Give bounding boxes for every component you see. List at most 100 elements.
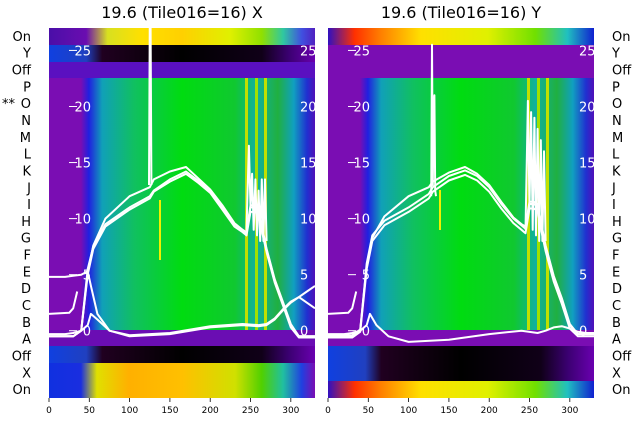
row-label: D (21, 282, 31, 297)
heatmap-y-row-off-top (328, 62, 594, 78)
row-label: C (22, 299, 31, 314)
x-ticks-y: 0 50 100 150 200 250 300 (325, 398, 579, 416)
overlay-y-tick-label: 25 (353, 44, 370, 59)
overlay-y-tick-label: 10 (353, 213, 370, 228)
overlay-series-line (328, 291, 358, 315)
overlay-y-tick-label-right: 20 (579, 100, 596, 115)
x-tick-label: 50 (363, 406, 375, 416)
x-tick-label: 100 (121, 406, 138, 416)
overlay-series-line (49, 172, 315, 339)
row-label: B (22, 316, 31, 331)
x-tick-label: 100 (400, 406, 417, 416)
heatmap-x-row-a (49, 330, 315, 346)
overlay-y-tick-label-right: 0 (579, 325, 587, 340)
row-label: On (13, 30, 31, 45)
row-label: Y (22, 47, 31, 62)
overlay-lines-x (49, 28, 315, 339)
row-label: A (612, 333, 621, 348)
x-tick-label: 150 (161, 406, 178, 416)
row-label: N (21, 114, 31, 129)
row-label: F (612, 249, 619, 264)
heatmap-y (328, 28, 594, 398)
heatmap-x (49, 28, 315, 398)
overlay-y-tick-label: 0 (362, 325, 370, 340)
heatmap-x-row-y (49, 45, 315, 62)
overlay-y-tick-label: 15 (74, 157, 91, 172)
row-label: Y (611, 47, 620, 62)
heatmap-y-row-y (328, 45, 594, 62)
overlay-y-tick-label-right: 0 (300, 325, 308, 340)
row-label: D (612, 282, 622, 297)
overlay-y-tick-label-right: 25 (579, 44, 596, 59)
overlay-lines-y (328, 43, 594, 343)
row-label: Off (612, 349, 632, 364)
panel-x: 19.6 (Tile016=16) X OnYOffPO**NMLKJIHGFE… (2, 3, 317, 416)
row-label: On (612, 30, 630, 45)
overlay-y-tick-label: 10 (74, 213, 91, 228)
overlay-series-line (328, 173, 594, 339)
heatmap-y-row-x (328, 363, 594, 381)
overlay-y-tick-label: 5 (83, 269, 91, 284)
row-label: C (612, 299, 621, 314)
row-label: A (22, 333, 31, 348)
overlay-y-ticks-x: 0 0 5 5 10 10 15 15 20 20 25 25 (69, 44, 317, 340)
x-tick-label: 0 (325, 406, 331, 416)
x-tick-label: 250 (521, 406, 538, 416)
overlay-series-line (49, 296, 315, 337)
row-label: M (20, 131, 31, 146)
heatmap-x-row-off-top (49, 62, 315, 78)
row-label: J (611, 181, 616, 196)
overlay-y-tick-label-right: 15 (300, 157, 317, 172)
overlay-series-line (148, 28, 153, 186)
row-marker: ** (2, 97, 16, 112)
heatmap-y-row-on-top (328, 28, 594, 45)
row-label: E (23, 265, 31, 280)
row-label: X (22, 366, 31, 381)
x-tick-label: 0 (46, 406, 52, 416)
overlay-y-tick-label: 25 (74, 44, 91, 59)
heatmap-x-row-on-bottom (49, 381, 315, 398)
x-tick-label: 300 (561, 406, 578, 416)
x-tick-label: 250 (242, 406, 259, 416)
heatmap-y-main (328, 78, 594, 330)
row-label: M (612, 131, 623, 146)
overlay-y-tick-label-right: 10 (579, 213, 596, 228)
heatmap-x-stripe-4 (159, 200, 161, 260)
row-label: On (612, 383, 630, 398)
row-label: Off (12, 64, 32, 79)
row-label: O (612, 97, 622, 112)
row-label: N (612, 114, 622, 129)
overlay-y-tick-label-right: 20 (300, 100, 317, 115)
overlay-y-tick-label: 20 (74, 100, 91, 115)
overlay-series-line (328, 312, 594, 343)
panel-x-title: 19.6 (Tile016=16) X (101, 3, 263, 22)
row-label: G (21, 232, 31, 247)
row-label: O (21, 97, 31, 112)
row-label: H (612, 215, 622, 230)
heatmap-y-row-off-bottom (328, 346, 594, 363)
heatmap-y-row-on-bottom (328, 381, 594, 398)
overlay-series-line (328, 166, 594, 337)
overlay-series-line (430, 43, 437, 197)
x-tick-label: 150 (440, 406, 457, 416)
overlay-y-tick-label-right: 5 (579, 269, 587, 284)
row-label: On (13, 383, 31, 398)
row-label: B (612, 316, 621, 331)
overlay-y-tick-label-right: 5 (300, 269, 308, 284)
row-label: I (27, 198, 31, 213)
row-label: Off (612, 64, 632, 79)
overlay-y-tick-label-right: 25 (300, 44, 317, 59)
x-tick-label: 200 (202, 406, 219, 416)
panel-y-title: 19.6 (Tile016=16) Y (381, 3, 542, 22)
heatmap-y-stripe-4 (439, 190, 441, 230)
heatmap-x-main (49, 78, 315, 330)
row-label: L (612, 148, 620, 163)
row-label: E (612, 265, 620, 280)
overlay-series-line (245, 144, 268, 242)
x-tick-label: 200 (481, 406, 498, 416)
panel-y: 19.6 (Tile016=16) Y OnYOffPONMLKJIHGFEDC… (325, 3, 632, 416)
row-label: H (21, 215, 31, 230)
row-label: K (612, 164, 621, 179)
